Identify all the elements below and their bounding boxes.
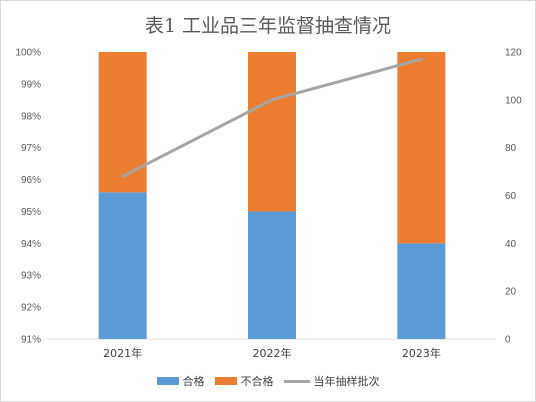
left-tick-label: 95% [21,207,41,218]
legend-item-fail: 不合格 [214,373,274,389]
bar-pass [248,211,296,339]
chart-title: 表1 工业品三年监督抽查情况 [144,15,392,37]
left-tick-label: 99% [21,79,41,90]
line-batches [121,57,423,178]
left-tick-label: 91% [21,335,41,346]
bar-fail [248,52,296,212]
legend-item-pass: 合格 [156,373,205,389]
left-tick-label: 96% [21,175,41,186]
chart-legend: 合格 不合格 当年抽样批次 [1,373,535,389]
left-tick-label: 94% [21,239,41,250]
right-tick-label: 0 [505,335,511,346]
right-tick-label: 20 [505,287,517,298]
legend-item-batches: 当年抽样批次 [283,373,380,389]
bar-pass [397,243,446,339]
right-tick-label: 120 [505,48,522,59]
right-tick-label: 60 [505,191,517,202]
right-tick-label: 100 [505,95,522,106]
left-tick-label: 97% [21,143,41,154]
bar-pass [98,192,147,339]
category-label: 2023年 [402,346,441,360]
legend-label-fail: 不合格 [240,375,274,388]
right-tick-label: 40 [505,239,517,250]
left-tick-label: 100% [15,48,41,59]
left-tick-label: 92% [21,303,41,314]
bar-fail [98,52,147,193]
category-label: 2021年 [103,346,142,360]
legend-swatch-fail [214,377,237,385]
legend-swatch-batches [283,379,310,383]
left-tick-label: 93% [21,271,41,282]
category-label: 2022年 [253,346,292,360]
left-tick-label: 98% [21,111,41,122]
right-tick-label: 80 [505,143,517,154]
legend-label-pass: 合格 [182,375,205,388]
legend-label-batches: 当年抽样批次 [313,375,380,388]
bar-fail [397,52,446,244]
legend-swatch-pass [156,377,179,385]
